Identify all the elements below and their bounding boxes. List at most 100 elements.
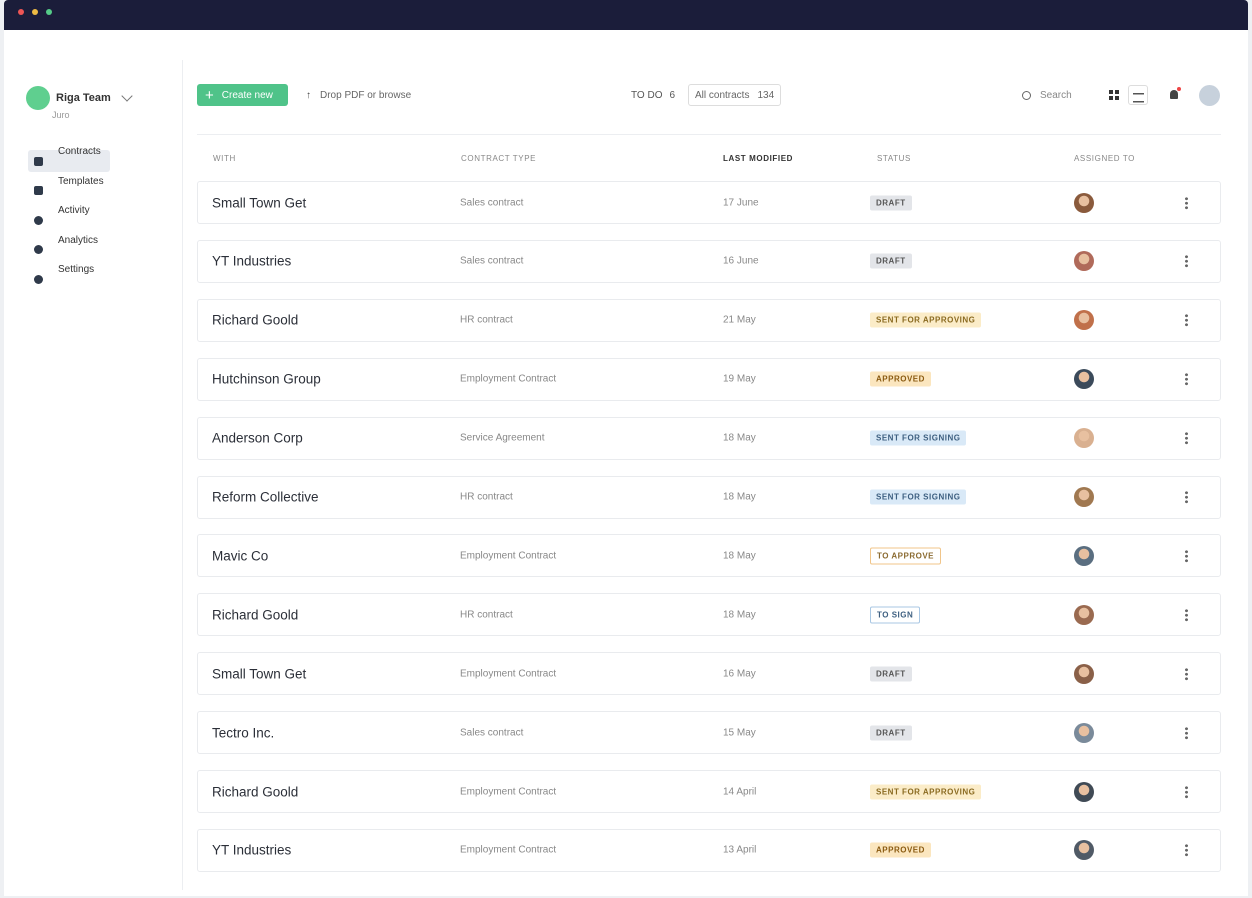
contract-row[interactable]: YT Industries Employment Contract 13 April… xyxy=(197,828,1221,872)
row-menu[interactable] xyxy=(1185,431,1188,445)
row-menu[interactable] xyxy=(1185,196,1188,209)
plus-icon: + xyxy=(205,86,214,104)
nav-item[interactable]: Analytics xyxy=(28,235,171,261)
status-badge: DRAFT xyxy=(870,195,912,210)
row-menu[interactable] xyxy=(1185,254,1188,268)
all-filter[interactable]: All contracts 134 xyxy=(688,84,782,106)
all-count: 134 xyxy=(757,89,775,101)
window-titlebar xyxy=(4,0,1248,30)
contract-row[interactable]: Hutchinson Group Employment Contract 19 Ma… xyxy=(197,357,1221,401)
row-menu[interactable] xyxy=(1185,372,1188,386)
create-button[interactable]: + Create new xyxy=(197,84,288,106)
contract-type: Employment Contract xyxy=(460,550,557,562)
column-header[interactable]: LAST MODIFIED xyxy=(723,154,794,163)
search[interactable]: Search xyxy=(1022,84,1072,106)
nav-icon xyxy=(34,245,43,254)
nav-item[interactable]: Activity xyxy=(28,205,171,231)
counterparty: Tectro Inc. xyxy=(212,725,275,741)
search-label: Search xyxy=(1040,89,1072,101)
row-menu[interactable] xyxy=(1185,785,1188,798)
contract-row[interactable]: YT Industries Sales contract 16 June DRAFT xyxy=(197,239,1221,283)
row-menu[interactable] xyxy=(1185,549,1188,563)
status-badge: TO SIGN xyxy=(870,606,921,624)
contract-row[interactable]: Small Town Get Sales contract 17 June DRAFT xyxy=(197,181,1221,224)
status-badge: DRAFT xyxy=(870,666,912,682)
contract-row[interactable]: Richard Goold Employment Contract 14 April… xyxy=(197,770,1221,813)
todo-label: TO DO xyxy=(631,89,663,101)
counterparty: Richard Goold xyxy=(212,312,299,328)
last-modified: 21 May xyxy=(723,314,756,326)
column-header[interactable]: WITH xyxy=(213,154,236,163)
notification-dot xyxy=(1177,87,1181,91)
nav-icon xyxy=(34,186,43,195)
contract-row[interactable]: Small Town Get Employment Contract 16 May D… xyxy=(197,652,1221,696)
create-label: Create new xyxy=(221,89,273,101)
contract-row[interactable]: Richard Goold HR contract 21 May SENT FOR A… xyxy=(197,298,1221,342)
team-switcher[interactable]: Riga Team xyxy=(26,86,133,110)
view-toggle xyxy=(1104,85,1148,105)
minimize-dot[interactable] xyxy=(32,9,38,15)
grid-view[interactable] xyxy=(1104,85,1124,105)
last-modified: 16 May xyxy=(723,668,756,680)
contract-row[interactable]: Reform Collective HR contract 18 May SENT F… xyxy=(197,475,1221,519)
contract-row[interactable]: Mavic Co Employment Contract 18 May TO APPR… xyxy=(197,534,1221,578)
nav: Contracts Templates Activity Analytics Setti… xyxy=(28,146,171,298)
contract-type: HR contract xyxy=(460,314,513,326)
last-modified: 18 May xyxy=(723,432,756,444)
nav-item[interactable]: Contracts xyxy=(28,146,110,172)
assignee-avatar xyxy=(1074,545,1094,566)
chevron xyxy=(121,90,133,102)
todo-filter[interactable]: TO DO 6 xyxy=(631,84,675,106)
row-menu[interactable] xyxy=(1185,490,1188,504)
nav-icon xyxy=(34,215,43,225)
row-menu[interactable] xyxy=(1185,608,1188,622)
contract-row[interactable]: Anderson Corp Service Agreement 18 May SENT… xyxy=(197,416,1221,460)
column-header[interactable]: STATUS xyxy=(877,154,911,163)
contract-type: Employment Contract xyxy=(460,844,557,856)
upload-icon: ↑ xyxy=(306,89,311,101)
upload-button[interactable]: ↑ Drop PDF or browse xyxy=(306,84,411,106)
assignee-avatar xyxy=(1074,781,1094,802)
column-header[interactable]: ASSIGNED TO xyxy=(1074,154,1135,163)
contract-row[interactable]: Richard Goold HR contract 18 May TO SIGN xyxy=(197,593,1221,637)
status-badge: DRAFT xyxy=(870,253,912,269)
row-menu[interactable] xyxy=(1185,726,1188,740)
last-modified: 14 April xyxy=(723,786,757,797)
contract-row[interactable]: Tectro Inc. Sales contract 15 May DRAFT xyxy=(197,711,1221,755)
last-modified: 16 June xyxy=(723,255,759,267)
assignee-avatar xyxy=(1074,487,1094,507)
column-header[interactable]: CONTRACT TYPE xyxy=(461,154,537,163)
contract-type: HR contract xyxy=(460,491,513,503)
assignee-avatar xyxy=(1074,369,1094,390)
row-menu[interactable] xyxy=(1185,313,1188,327)
notifications[interactable] xyxy=(1170,87,1181,99)
last-modified: 15 May xyxy=(723,727,756,739)
nav-icon xyxy=(34,156,43,166)
todo-count: 6 xyxy=(669,89,676,101)
counterparty: Richard Goold xyxy=(212,784,299,799)
status-badge: SENT FOR APPROVING xyxy=(870,784,982,799)
close-dot[interactable] xyxy=(18,9,24,15)
counterparty: Small Town Get xyxy=(212,666,307,682)
contract-type: Sales contract xyxy=(460,197,524,208)
row-menu[interactable] xyxy=(1185,843,1188,857)
list-view[interactable] xyxy=(1128,85,1148,105)
counterparty: Anderson Corp xyxy=(212,430,303,446)
team-logo xyxy=(26,86,50,110)
nav-item[interactable]: Settings xyxy=(28,264,171,290)
counterparty: Richard Goold xyxy=(212,607,299,623)
status-badge: TO APPROVE xyxy=(870,547,942,565)
user-avatar[interactable] xyxy=(1199,85,1220,106)
row-menu[interactable] xyxy=(1185,667,1188,681)
nav-label: Contracts xyxy=(58,146,101,158)
last-modified: 19 May xyxy=(723,373,756,385)
counterparty: Small Town Get xyxy=(212,195,307,210)
assignee-avatar xyxy=(1074,251,1094,272)
search-icon xyxy=(1022,90,1031,100)
contract-type: Sales contract xyxy=(460,255,524,267)
nav-item[interactable]: Templates xyxy=(28,176,171,202)
maximize-dot[interactable] xyxy=(46,9,52,15)
last-modified: 17 June xyxy=(723,197,759,208)
contract-type: Employment Contract xyxy=(460,373,557,385)
